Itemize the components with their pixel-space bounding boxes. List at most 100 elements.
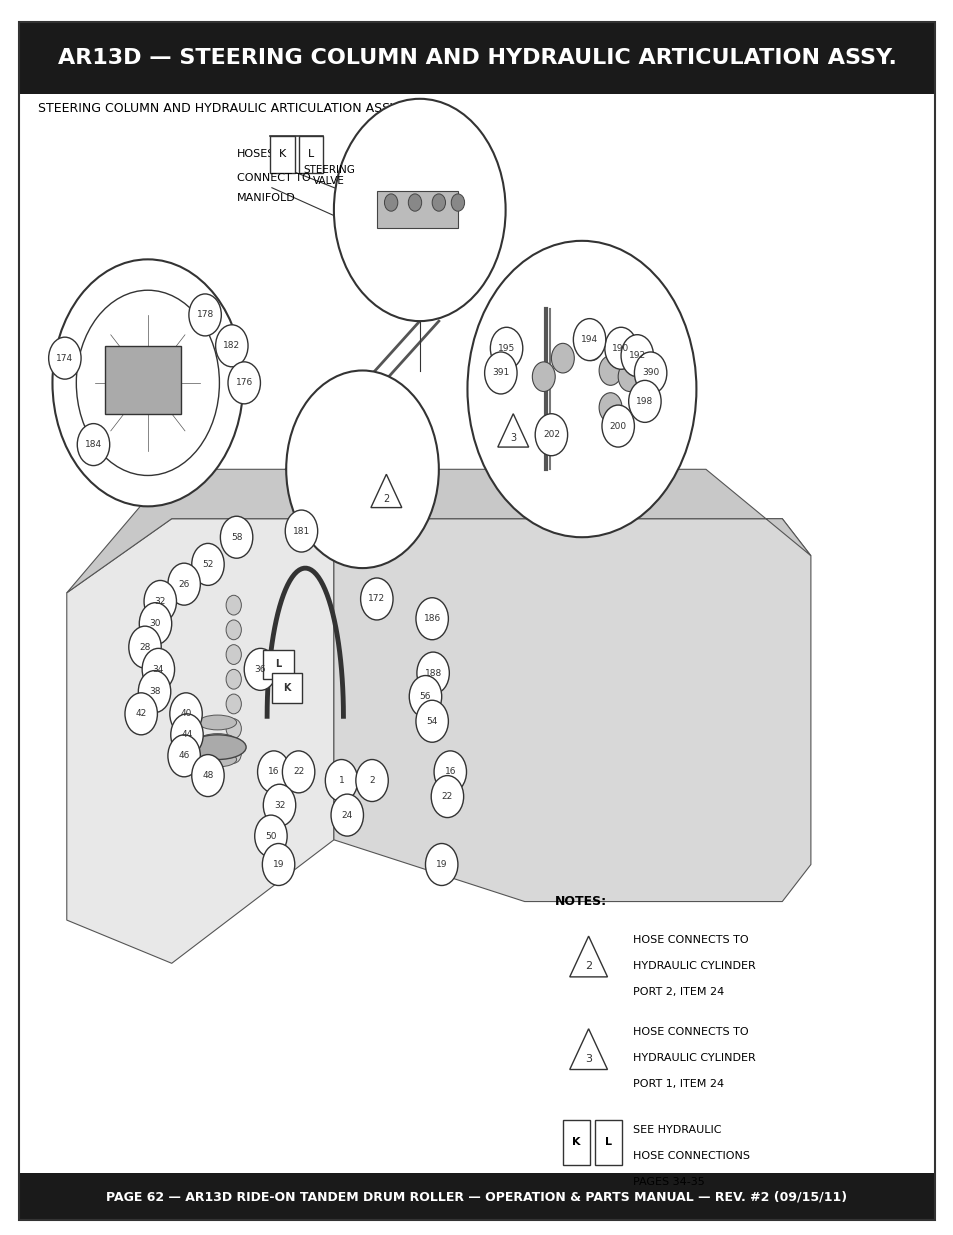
Text: 58: 58 bbox=[231, 532, 242, 542]
Text: 2: 2 bbox=[369, 776, 375, 785]
FancyBboxPatch shape bbox=[298, 136, 323, 173]
Text: 16: 16 bbox=[268, 767, 279, 777]
Polygon shape bbox=[569, 936, 607, 977]
Text: K: K bbox=[572, 1137, 579, 1147]
Polygon shape bbox=[67, 469, 810, 593]
Circle shape bbox=[409, 676, 441, 718]
Text: 36: 36 bbox=[254, 664, 266, 674]
Circle shape bbox=[416, 700, 448, 742]
Circle shape bbox=[598, 356, 621, 385]
Circle shape bbox=[484, 352, 517, 394]
Circle shape bbox=[244, 648, 276, 690]
Circle shape bbox=[263, 784, 295, 826]
Text: 48: 48 bbox=[202, 771, 213, 781]
Ellipse shape bbox=[198, 752, 236, 767]
Circle shape bbox=[331, 794, 363, 836]
Circle shape bbox=[77, 424, 110, 466]
Circle shape bbox=[598, 393, 621, 422]
Circle shape bbox=[286, 370, 438, 568]
Circle shape bbox=[355, 760, 388, 802]
Circle shape bbox=[579, 331, 602, 361]
Circle shape bbox=[262, 844, 294, 885]
Text: 22: 22 bbox=[441, 792, 453, 802]
Text: 19: 19 bbox=[273, 860, 284, 869]
Ellipse shape bbox=[189, 735, 246, 760]
Text: 192: 192 bbox=[628, 351, 645, 361]
Circle shape bbox=[142, 648, 174, 690]
FancyBboxPatch shape bbox=[595, 1120, 621, 1165]
Text: 178: 178 bbox=[196, 310, 213, 320]
FancyBboxPatch shape bbox=[105, 346, 181, 414]
Circle shape bbox=[334, 99, 505, 321]
Circle shape bbox=[192, 755, 224, 797]
Circle shape bbox=[634, 352, 666, 394]
Circle shape bbox=[220, 516, 253, 558]
Circle shape bbox=[325, 760, 357, 802]
Text: 40: 40 bbox=[180, 709, 192, 719]
Text: 198: 198 bbox=[636, 396, 653, 406]
Polygon shape bbox=[334, 519, 810, 902]
Polygon shape bbox=[497, 414, 528, 447]
Circle shape bbox=[168, 735, 200, 777]
Circle shape bbox=[226, 694, 241, 714]
Text: 3: 3 bbox=[510, 433, 516, 443]
Circle shape bbox=[551, 343, 574, 373]
FancyBboxPatch shape bbox=[272, 673, 302, 703]
Circle shape bbox=[215, 325, 248, 367]
Circle shape bbox=[628, 380, 660, 422]
Circle shape bbox=[226, 645, 241, 664]
FancyBboxPatch shape bbox=[263, 650, 294, 679]
Text: L: L bbox=[604, 1137, 612, 1147]
Text: 172: 172 bbox=[368, 594, 385, 604]
Circle shape bbox=[432, 194, 445, 211]
Circle shape bbox=[425, 844, 457, 885]
Text: 26: 26 bbox=[178, 579, 190, 589]
Circle shape bbox=[139, 603, 172, 645]
Circle shape bbox=[535, 414, 567, 456]
Circle shape bbox=[618, 362, 640, 391]
Text: 44: 44 bbox=[181, 730, 193, 740]
Text: 42: 42 bbox=[135, 709, 147, 719]
Text: HOSE CONNECTIONS: HOSE CONNECTIONS bbox=[633, 1151, 750, 1161]
Polygon shape bbox=[569, 1029, 607, 1070]
Text: AR13D — STEERING COLUMN AND HYDRAULIC ARTICULATION ASSY.: AR13D — STEERING COLUMN AND HYDRAULIC AR… bbox=[57, 48, 896, 68]
Ellipse shape bbox=[198, 734, 236, 748]
FancyBboxPatch shape bbox=[19, 1173, 934, 1220]
Polygon shape bbox=[67, 519, 334, 963]
FancyBboxPatch shape bbox=[270, 136, 294, 173]
Circle shape bbox=[192, 543, 224, 585]
Text: 54: 54 bbox=[426, 716, 437, 726]
Circle shape bbox=[408, 194, 421, 211]
Circle shape bbox=[171, 714, 203, 756]
Text: 182: 182 bbox=[223, 341, 240, 351]
Text: 2: 2 bbox=[383, 494, 389, 504]
Polygon shape bbox=[371, 474, 401, 508]
Text: 19: 19 bbox=[436, 860, 447, 869]
Circle shape bbox=[431, 776, 463, 818]
Text: 34: 34 bbox=[152, 664, 164, 674]
Circle shape bbox=[228, 362, 260, 404]
Circle shape bbox=[168, 563, 200, 605]
Text: 176: 176 bbox=[235, 378, 253, 388]
Text: 3: 3 bbox=[584, 1053, 592, 1063]
Text: 390: 390 bbox=[641, 368, 659, 378]
FancyBboxPatch shape bbox=[376, 191, 457, 228]
Text: 32: 32 bbox=[154, 597, 166, 606]
Circle shape bbox=[416, 598, 448, 640]
Circle shape bbox=[226, 595, 241, 615]
Text: STEERING COLUMN AND HYDRAULIC ARTICULATION ASSY.: STEERING COLUMN AND HYDRAULIC ARTICULATI… bbox=[38, 103, 399, 115]
Circle shape bbox=[129, 358, 167, 408]
Text: 56: 56 bbox=[419, 692, 431, 701]
Circle shape bbox=[254, 815, 287, 857]
Text: HOSES: HOSES bbox=[236, 149, 274, 159]
Circle shape bbox=[282, 751, 314, 793]
Text: 32: 32 bbox=[274, 800, 285, 810]
Text: 2: 2 bbox=[584, 961, 592, 971]
Text: SEE HYDRAULIC: SEE HYDRAULIC bbox=[633, 1125, 721, 1135]
Text: PORT 2, ITEM 24: PORT 2, ITEM 24 bbox=[633, 987, 724, 997]
Circle shape bbox=[434, 751, 466, 793]
Text: 391: 391 bbox=[492, 368, 509, 378]
Circle shape bbox=[257, 751, 290, 793]
Text: 22: 22 bbox=[293, 767, 304, 777]
Text: 28: 28 bbox=[139, 642, 151, 652]
